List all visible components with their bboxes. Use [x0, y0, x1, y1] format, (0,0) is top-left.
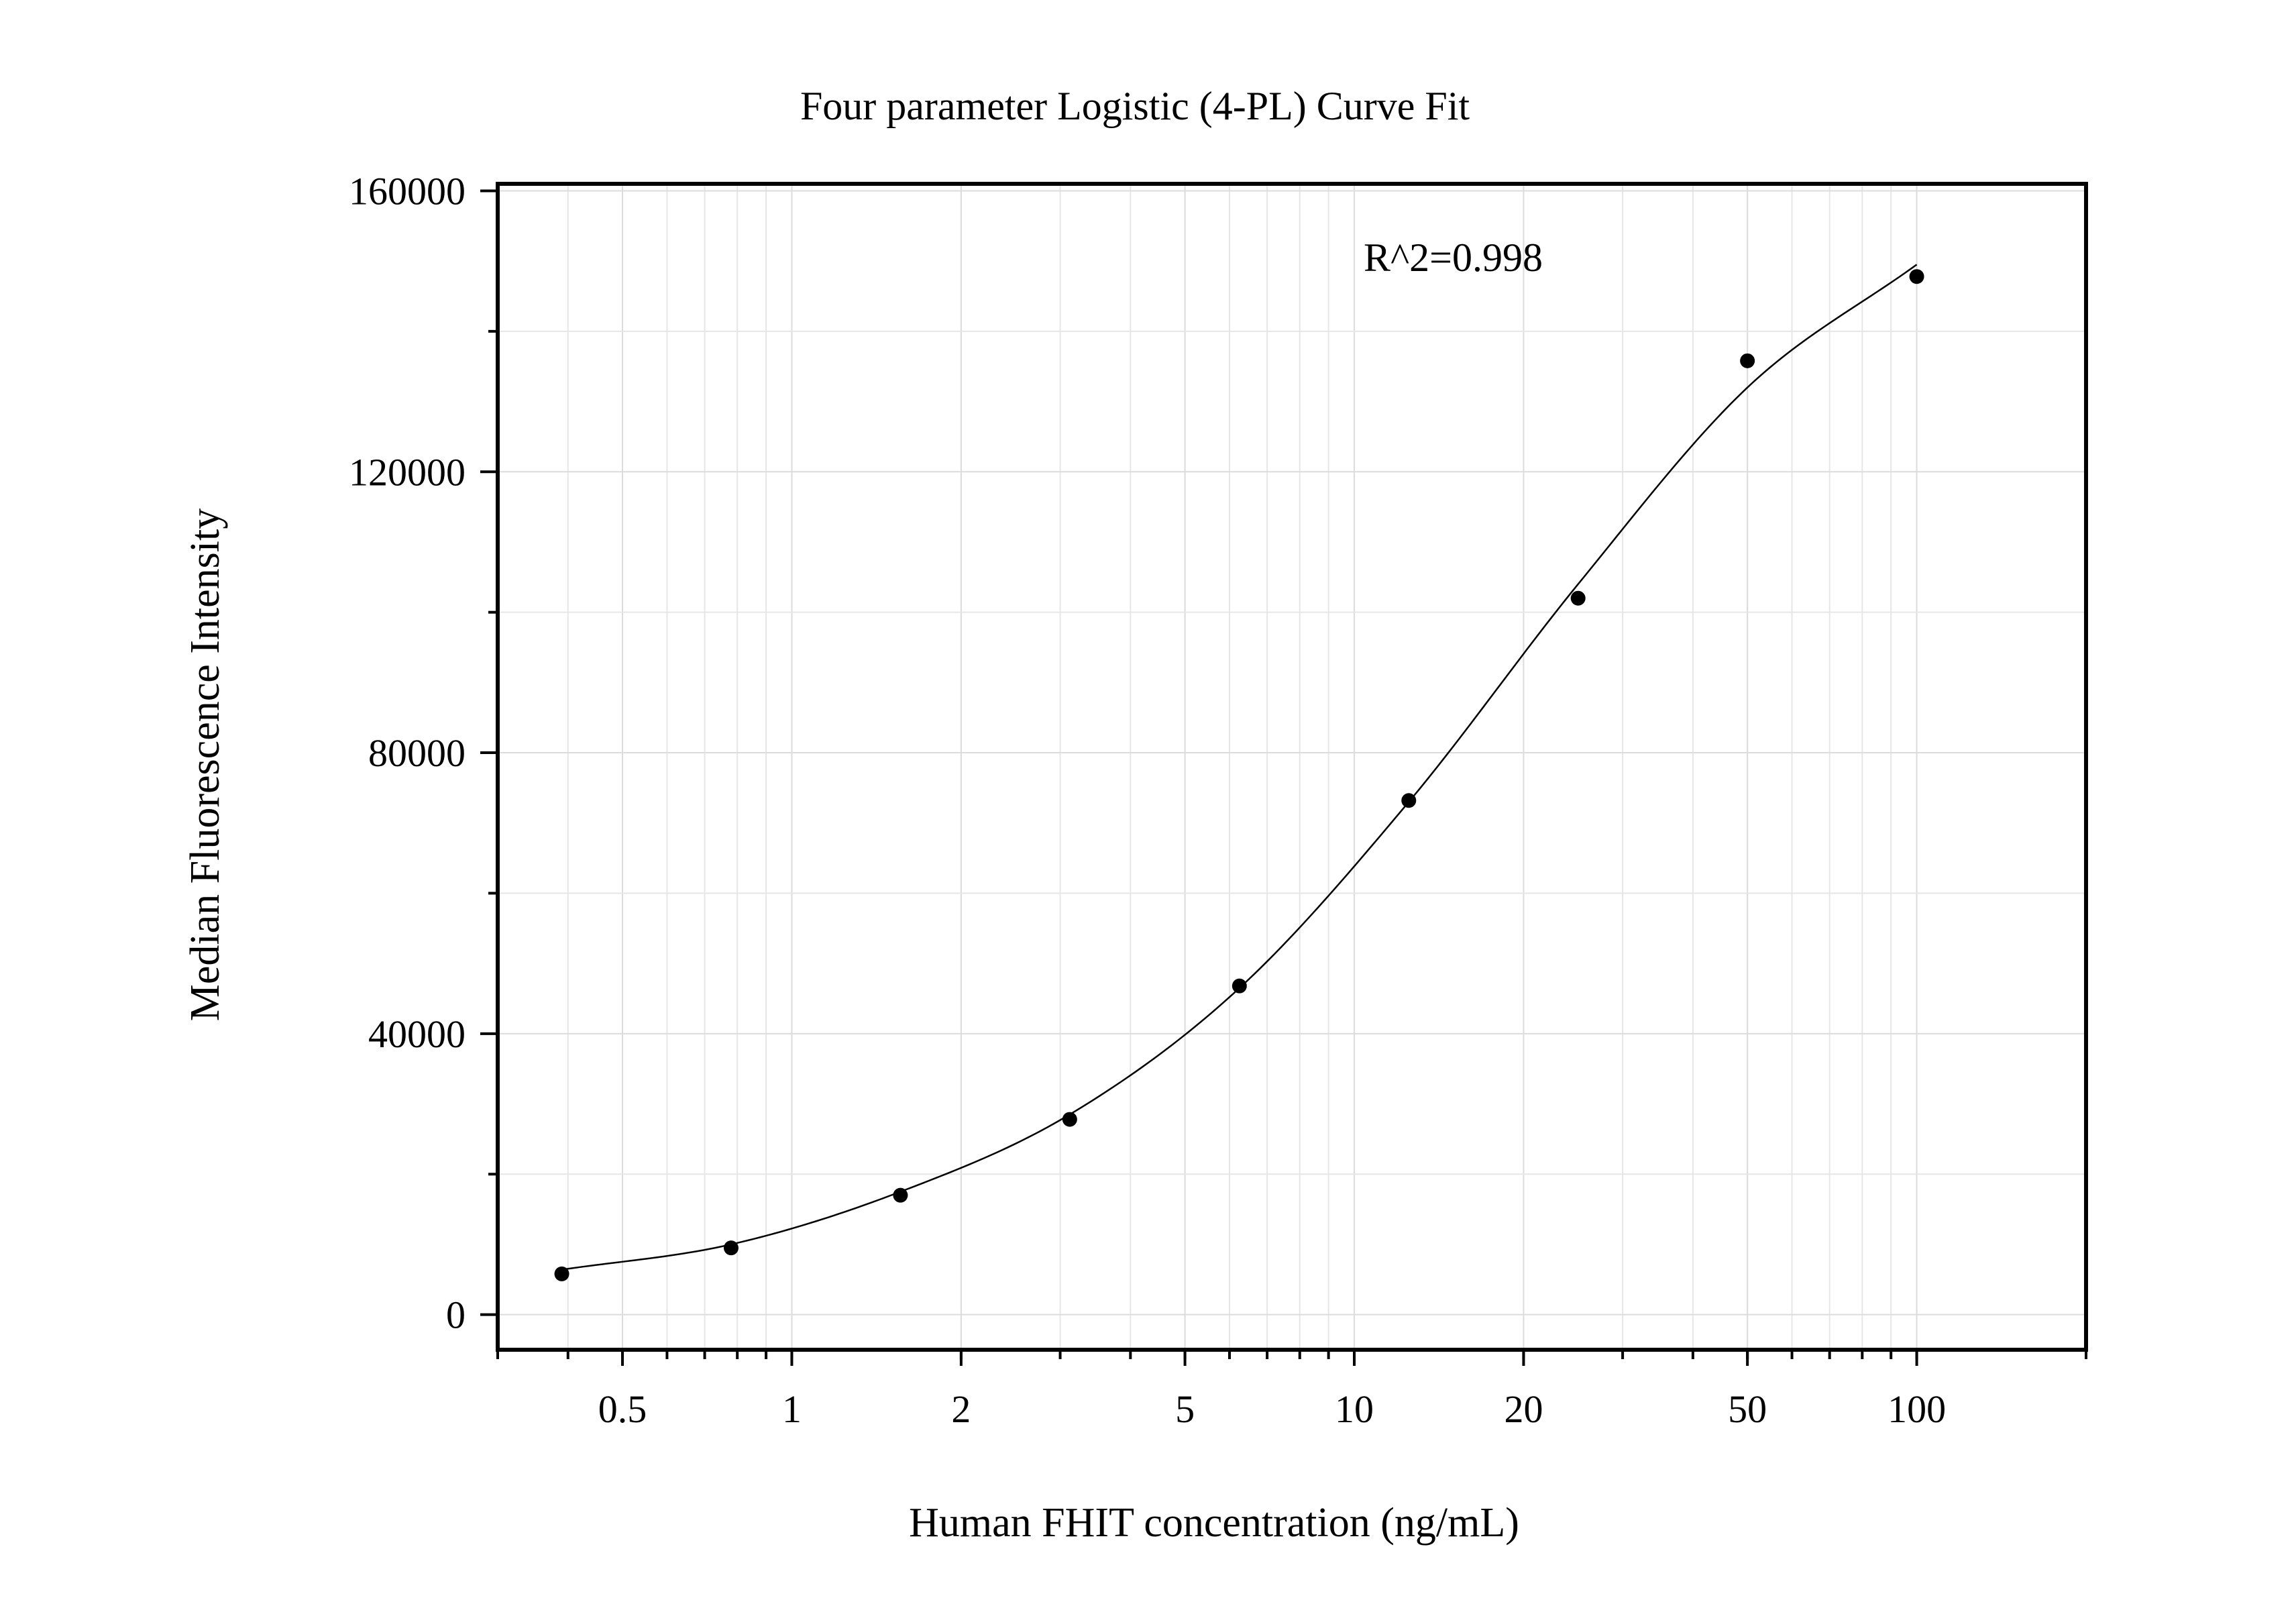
x-tick-label: 10 — [1335, 1387, 1374, 1431]
data-point — [893, 1187, 908, 1203]
x-tick-label: 20 — [1504, 1387, 1543, 1431]
x-tick-label: 50 — [1728, 1387, 1767, 1431]
x-tick-label: 0.5 — [598, 1387, 647, 1431]
y-tick-label: 40000 — [368, 1012, 466, 1056]
chart-title: Four parameter Logistic (4-PL) Curve Fit — [800, 84, 1470, 128]
fit-curve-layer — [561, 264, 1918, 1271]
plot-frame — [496, 182, 2088, 1352]
data-point — [1062, 1112, 1077, 1127]
data-point — [1232, 978, 1247, 994]
data-points — [554, 269, 1924, 1281]
fit-curve — [561, 264, 1918, 1271]
data-point — [1570, 590, 1586, 606]
data-point — [723, 1240, 739, 1256]
x-tick-label: 2 — [951, 1387, 971, 1431]
y-tick-label: 120000 — [349, 450, 466, 494]
x-tick-label: 1 — [782, 1387, 802, 1431]
data-point — [1740, 353, 1755, 368]
x-axis-label: Human FHIT concentration (ng/mL) — [909, 1500, 1519, 1546]
x-tick-label: 100 — [1888, 1387, 1946, 1431]
y-tick-label: 0 — [446, 1293, 466, 1337]
r-squared-annotation: R^2=0.998 — [1364, 235, 1543, 280]
y-tick-label: 80000 — [368, 731, 466, 775]
grid — [497, 184, 2087, 1350]
data-point — [554, 1266, 569, 1281]
data-point — [1401, 793, 1417, 808]
tick-labels: 0.5 1 2 5 10 20 50 100 0 40000 80000 120000 160000 — [349, 169, 1946, 1431]
x-tick-label: 5 — [1175, 1387, 1195, 1431]
y-axis-label: Median Fluorescence Intensity — [182, 509, 228, 1021]
y-tick-label: 160000 — [349, 169, 466, 213]
data-point — [1909, 269, 1924, 284]
axis-ticks — [480, 189, 2087, 1366]
